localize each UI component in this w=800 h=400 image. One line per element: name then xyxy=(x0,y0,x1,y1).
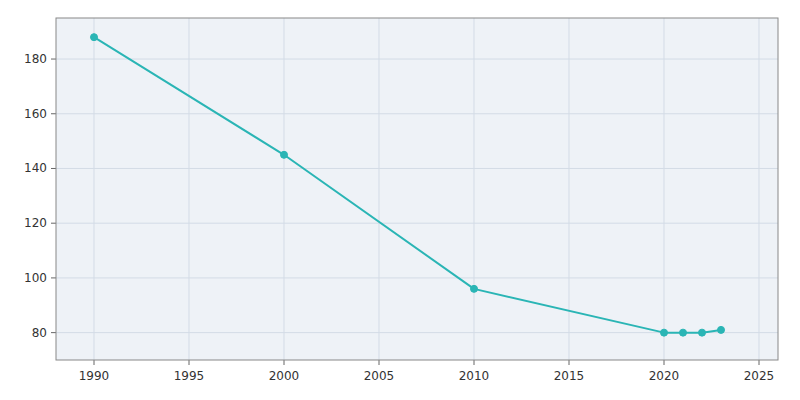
x-tick xyxy=(284,360,285,365)
x-grid-line xyxy=(759,18,760,360)
y-grid-line xyxy=(56,168,778,169)
x-tick-label: 2000 xyxy=(269,369,300,383)
x-tick-label: 1990 xyxy=(79,369,110,383)
x-grid-line xyxy=(379,18,380,360)
y-tick xyxy=(51,168,56,169)
x-tick-label: 2015 xyxy=(554,369,585,383)
x-tick-label: 2005 xyxy=(364,369,395,383)
y-grid-line xyxy=(56,277,778,278)
x-tick xyxy=(189,360,190,365)
x-tick-label: 2025 xyxy=(744,369,775,383)
y-tick xyxy=(51,59,56,60)
y-grid-line xyxy=(56,223,778,224)
point xyxy=(281,151,288,158)
y-tick-label: 140 xyxy=(24,161,47,175)
x-tick-label: 1995 xyxy=(174,369,205,383)
y-tick xyxy=(51,223,56,224)
y-tick xyxy=(51,113,56,114)
grid xyxy=(56,18,778,360)
x-grid-line xyxy=(284,18,285,360)
x-tick xyxy=(569,360,570,365)
x-tick xyxy=(94,360,95,365)
x-grid-line xyxy=(189,18,190,360)
point xyxy=(471,285,478,292)
x-tick xyxy=(664,360,665,365)
x-grid-line xyxy=(94,18,95,360)
plot-area xyxy=(56,18,778,360)
point xyxy=(718,326,725,333)
x-tick-label: 2010 xyxy=(459,369,490,383)
line xyxy=(94,37,721,332)
point xyxy=(680,329,687,336)
y-tick xyxy=(51,332,56,333)
chart-container: 1990 1995 2000 2005 2010 2015 2020 2025 80 100 120… xyxy=(0,0,800,400)
chart: 1990 1995 2000 2005 2010 2015 2020 2025 80 100 120… xyxy=(0,0,800,400)
y-tick-label: 120 xyxy=(24,216,47,230)
x-tick xyxy=(379,360,380,365)
plot-frame xyxy=(56,18,778,360)
x-tick xyxy=(474,360,475,365)
x-grid-line xyxy=(664,18,665,360)
x-grid-line xyxy=(474,18,475,360)
y-tick-label: 80 xyxy=(32,326,47,340)
y-tick-label: 180 xyxy=(24,52,47,66)
x-tick xyxy=(759,360,760,365)
point xyxy=(699,329,706,336)
x-tick-label: 2020 xyxy=(649,369,680,383)
axes: 1990 1995 2000 2005 2010 2015 2020 2025 80 100 120… xyxy=(24,52,774,383)
point xyxy=(91,34,98,41)
page: {"chart_data": {"type": "line", "x": [19… xyxy=(0,0,800,400)
x-grid-line xyxy=(569,18,570,360)
y-tick-label: 160 xyxy=(24,107,47,121)
point xyxy=(661,329,668,336)
y-tick-label: 100 xyxy=(24,271,47,285)
y-tick xyxy=(51,277,56,278)
data xyxy=(91,34,725,336)
y-grid-line xyxy=(56,113,778,114)
y-grid-line xyxy=(56,59,778,60)
